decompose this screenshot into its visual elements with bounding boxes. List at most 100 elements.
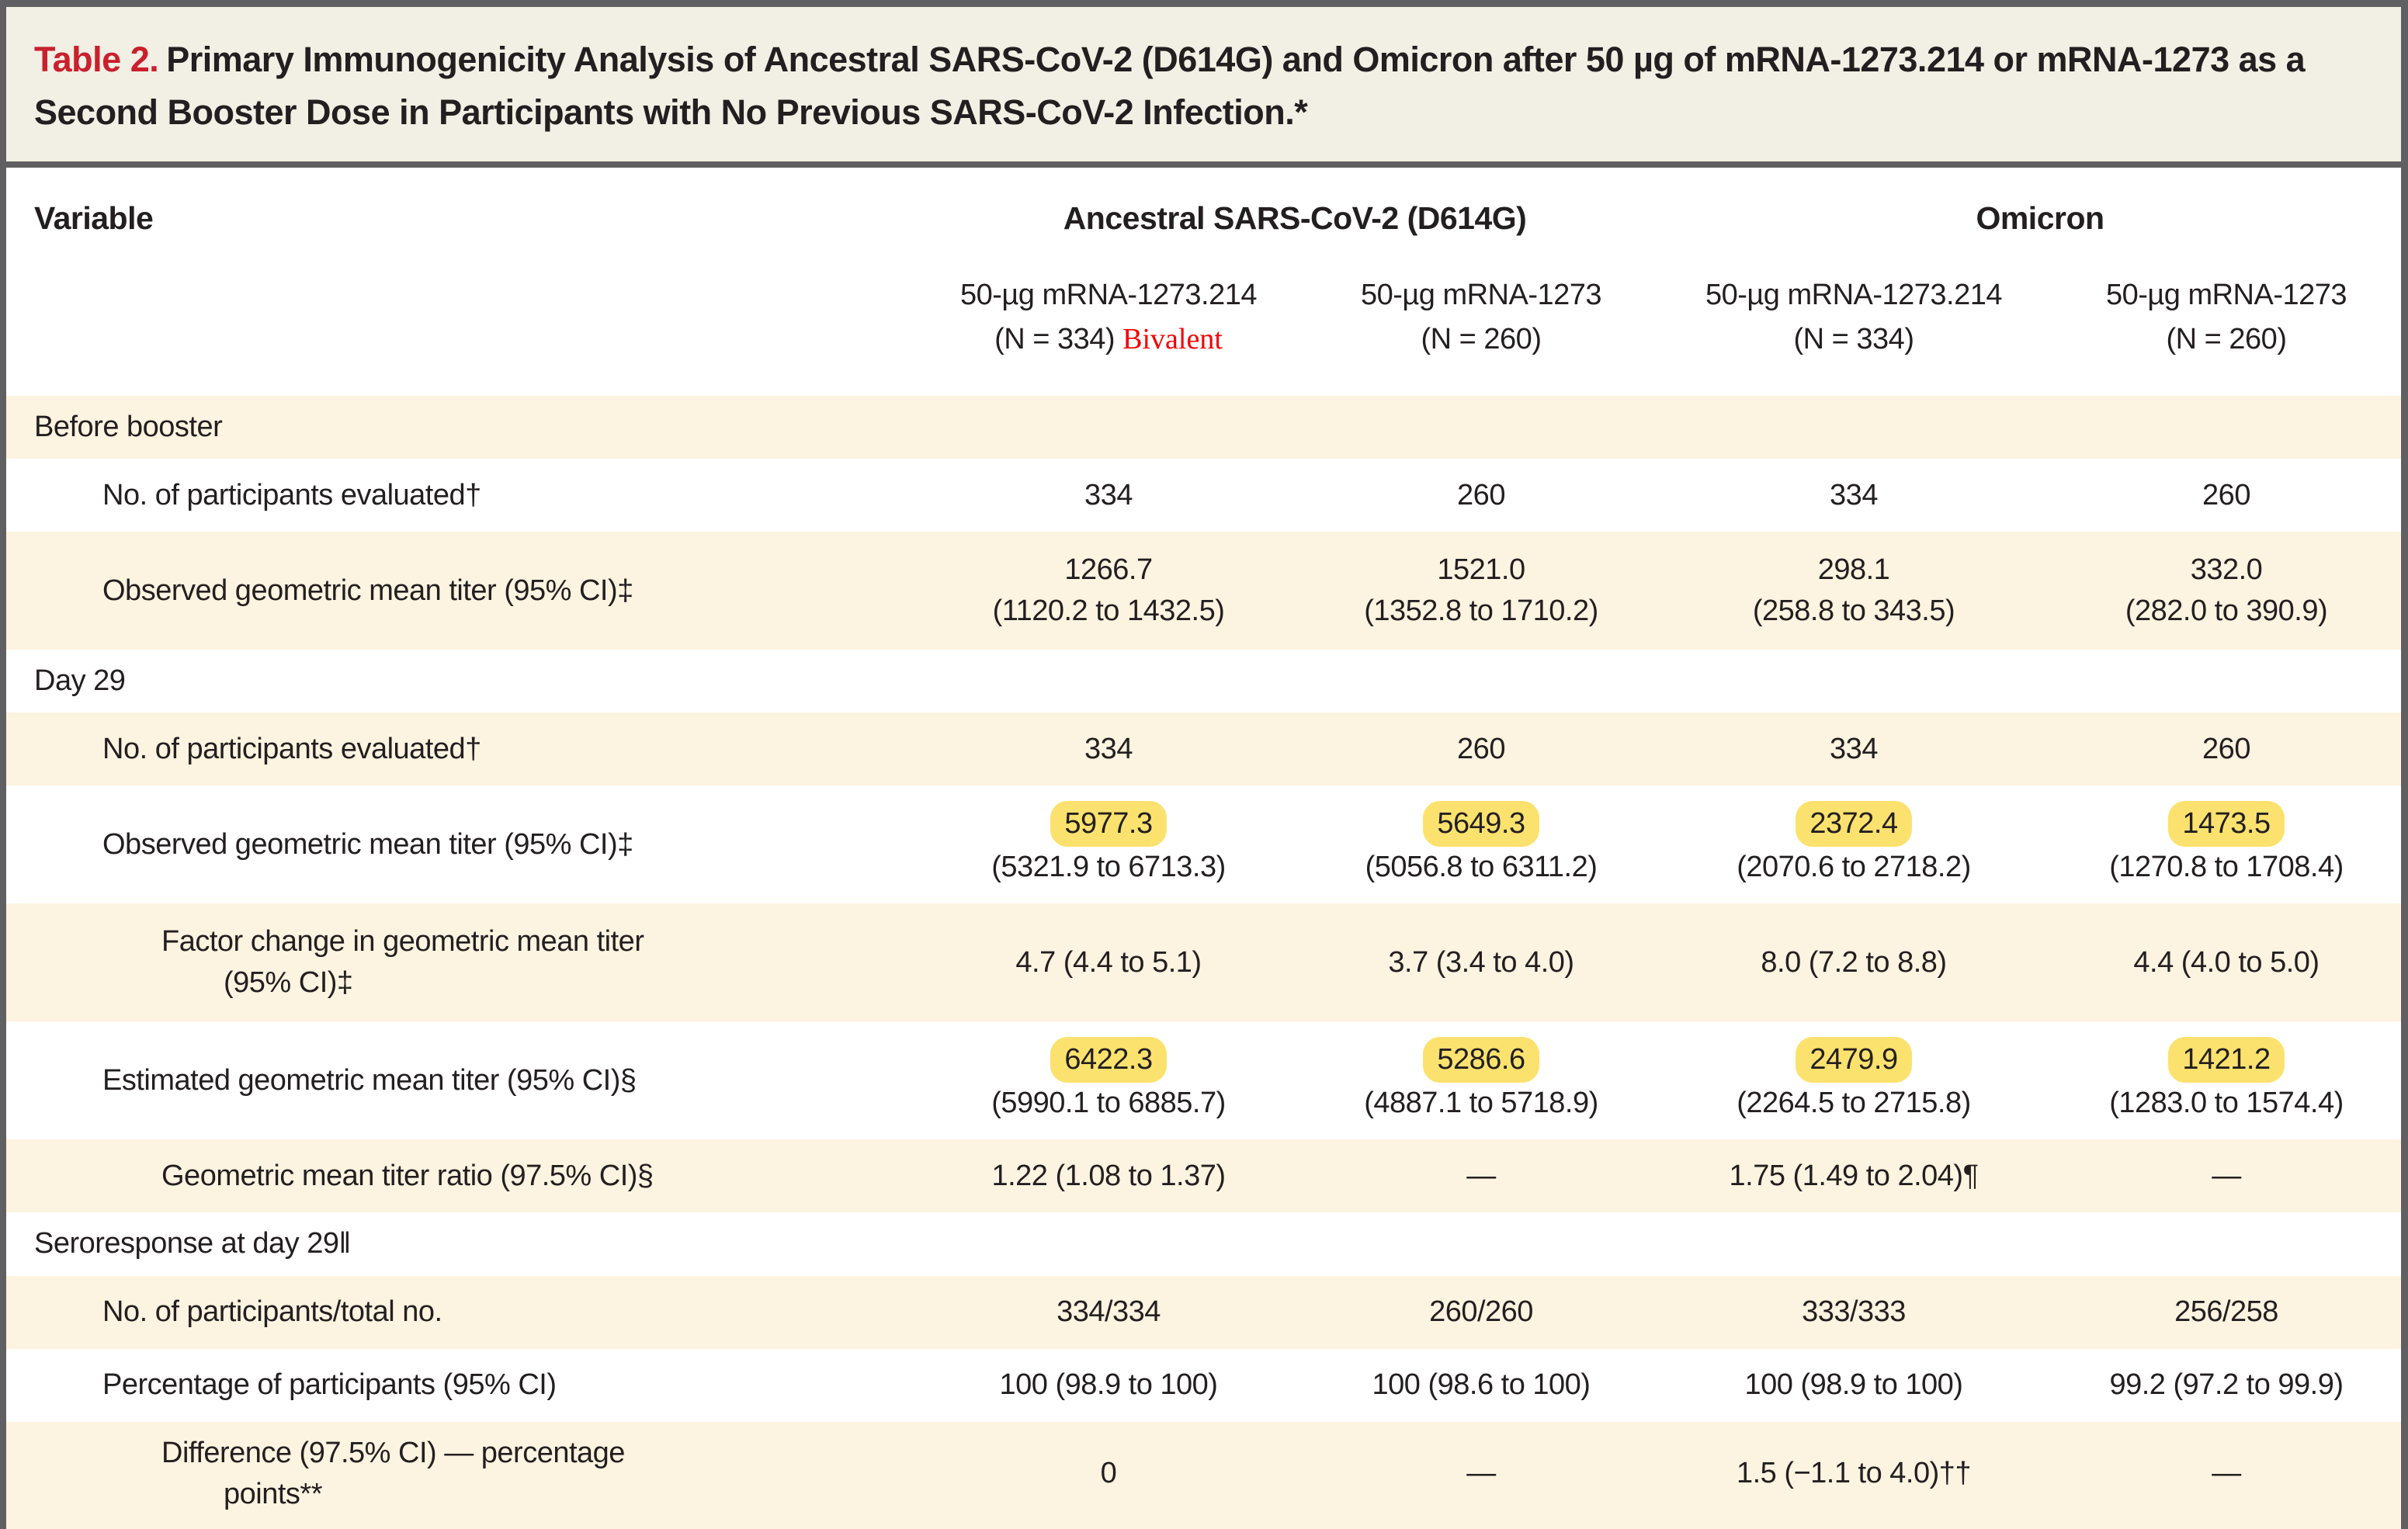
table-row: Factor change in geometric mean titer (95…: [6, 903, 2401, 1022]
value: 333/333: [1802, 1295, 1906, 1328]
table-row: Observed geometric mean titer (95% CI)‡ 1…: [6, 532, 2401, 650]
value: 260: [2202, 732, 2250, 765]
table-header: Variable Ancestral SARS-CoV-2 (D614G) Om…: [6, 168, 2401, 396]
column-header-line2: (N = 260): [2166, 323, 2287, 355]
value: 334: [1084, 732, 1133, 765]
value-cell: 1421.2 (1283.0 to 1574.4): [2040, 1021, 2401, 1139]
value: 0: [1100, 1457, 1117, 1490]
value: 99.2 (97.2 to 99.9): [2109, 1368, 2344, 1401]
value-cell: 100 (98.9 to 100): [922, 1349, 1295, 1422]
value-cell: —: [2040, 1139, 2401, 1212]
value-cell: —: [1295, 1422, 1667, 1529]
column-header-line1: 50-µg mRNA-1273.214: [1705, 279, 2003, 311]
group-header-omicron: Omicron: [1976, 200, 2104, 236]
variable-header: Variable: [34, 200, 154, 236]
value-cell: 6422.3 (5990.1 to 6885.7): [922, 1021, 1295, 1139]
value: 1.75 (1.49 to 2.04)¶: [1729, 1159, 1979, 1192]
value-cell: 5649.3 (5056.8 to 6311.2): [1295, 785, 1667, 903]
column-header-spacer: [6, 237, 922, 396]
value: 100 (98.9 to 100): [1744, 1368, 1963, 1401]
value: 100 (98.6 to 100): [1372, 1368, 1591, 1401]
confidence-interval: (1120.2 to 1432.5): [992, 595, 1225, 628]
confidence-interval: (1283.0 to 1574.4): [2109, 1087, 2344, 1120]
value-cell: 332.0 (282.0 to 390.9): [2040, 532, 2401, 650]
confidence-interval: (258.8 to 343.5): [1752, 595, 1955, 628]
value: —: [1466, 1457, 1496, 1490]
group-header-row: Variable Ancestral SARS-CoV-2 (D614G) Om…: [6, 168, 2401, 237]
value: 334/334: [1057, 1295, 1161, 1328]
value-cell: 260/260: [1295, 1276, 1667, 1349]
value-cell: 3.7 (3.4 to 4.0): [1295, 903, 1667, 1021]
value: 3.7 (3.4 to 4.0): [1388, 945, 1574, 979]
value: 4.4 (4.0 to 5.0): [2133, 945, 2320, 979]
confidence-interval: (1352.8 to 1710.2): [1364, 595, 1598, 628]
group-header-ancestral: Ancestral SARS-CoV-2 (D614G): [1063, 200, 1527, 236]
value: 334: [1830, 478, 1878, 511]
confidence-interval: (2070.6 to 2718.2): [1737, 851, 1971, 884]
row-label: Factor change in geometric mean titer (95…: [161, 925, 644, 1000]
bivalent-annotation: Bivalent: [1122, 323, 1223, 355]
section-row: Day 29: [6, 650, 2401, 712]
column-header-row: 50-µg mRNA-1273.214 (N = 334) Bivalent 5…: [6, 237, 2401, 396]
table-row: Difference (97.5% CI) — percentage points…: [6, 1421, 2401, 1529]
value-cell: 5977.3 (5321.9 to 6713.3): [922, 785, 1295, 903]
value: 1.22 (1.08 to 1.37): [991, 1159, 1226, 1192]
value-cell: 100 (98.6 to 100): [1295, 1349, 1667, 1422]
value: 334: [1084, 478, 1133, 511]
value-cell: 1521.0 (1352.8 to 1710.2): [1295, 532, 1667, 650]
highlighted-value: 2372.4: [1796, 801, 1912, 848]
value-cell: 298.1 (258.8 to 343.5): [1667, 532, 2040, 650]
value-cell: 1473.5 (1270.8 to 1708.4): [2040, 785, 2401, 903]
column-header-line2: (N = 260): [1421, 323, 1542, 355]
section-row: Seroresponse at day 29‖: [6, 1212, 2401, 1275]
row-label: Observed geometric mean titer (95% CI)‡: [102, 827, 633, 861]
value-cell: 2372.4 (2070.6 to 2718.2): [1667, 785, 2040, 903]
column-header-ancestral-1273: 50-µg mRNA-1273 (N = 260): [1295, 237, 1667, 396]
value-cell: 256/258: [2040, 1276, 2401, 1349]
highlighted-value: 5977.3: [1050, 801, 1167, 848]
value-cell: 4.4 (4.0 to 5.0): [2040, 903, 2401, 1021]
value-cell: 334: [922, 712, 1295, 785]
value-cell: 100 (98.9 to 100): [1667, 1349, 2040, 1422]
value-cell: 99.2 (97.2 to 99.9): [2040, 1349, 2401, 1422]
table-row: No. of participants evaluated† 334 260 334 2…: [6, 459, 2401, 532]
column-header-line2: (N = 334): [1793, 323, 1914, 355]
value-cell: 260: [2040, 459, 2401, 532]
column-header-line1: 50-µg mRNA-1273: [1360, 279, 1602, 311]
value-cell: 260: [2040, 712, 2401, 785]
value-cell: 334: [922, 459, 1295, 532]
value-cell: 334: [1667, 712, 2040, 785]
highlighted-value: 2479.9: [1796, 1037, 1912, 1083]
row-label: No. of participants evaluated†: [102, 732, 481, 765]
section-label: Seroresponse at day 29‖: [34, 1227, 351, 1260]
value: 1.5 (−1.1 to 4.0)††: [1736, 1457, 1972, 1490]
value-cell: —: [2040, 1422, 2401, 1529]
highlighted-value: 6422.3: [1050, 1037, 1167, 1083]
row-label: No. of participants/total no.: [102, 1295, 442, 1328]
value-cell: 2479.9 (2264.5 to 2715.8): [1667, 1021, 2040, 1139]
column-header-line2: (N = 334): [994, 323, 1116, 355]
value: —: [1466, 1159, 1496, 1192]
value-cell: 5286.6 (4887.1 to 5718.9): [1295, 1021, 1667, 1139]
table-row: Percentage of participants (95% CI) 100 (…: [6, 1349, 2401, 1422]
table-number: Table 2.: [34, 40, 159, 79]
highlighted-value: 1421.2: [2168, 1037, 2285, 1083]
section-row: Before booster: [6, 396, 2401, 459]
column-header-omicron-214: 50-µg mRNA-1273.214 (N = 334): [1667, 237, 2040, 396]
value: 260: [1457, 478, 1505, 511]
value-cell: —: [1295, 1139, 1667, 1212]
value: 1266.7: [1064, 553, 1153, 586]
value: 4.7 (4.4 to 5.1): [1015, 945, 1202, 979]
column-header-omicron-1273: 50-µg mRNA-1273 (N = 260): [2040, 237, 2401, 396]
table-row: No. of participants evaluated† 334 260 334 2…: [6, 712, 2401, 786]
confidence-interval: (282.0 to 390.9): [2125, 595, 2328, 628]
value: 332.0: [2190, 553, 2263, 586]
value: 260/260: [1429, 1295, 1533, 1328]
section-label: Day 29: [34, 664, 126, 698]
table-row: No. of participants/total no. 334/334 260/…: [6, 1275, 2401, 1349]
row-label: Estimated geometric mean titer (95% CI)§: [102, 1063, 637, 1097]
column-header-line1: 50-µg mRNA-1273.214: [959, 279, 1258, 311]
value-cell: 333/333: [1667, 1276, 2040, 1349]
confidence-interval: (1270.8 to 1708.4): [2109, 851, 2344, 884]
row-label: Percentage of participants (95% CI): [102, 1368, 557, 1401]
